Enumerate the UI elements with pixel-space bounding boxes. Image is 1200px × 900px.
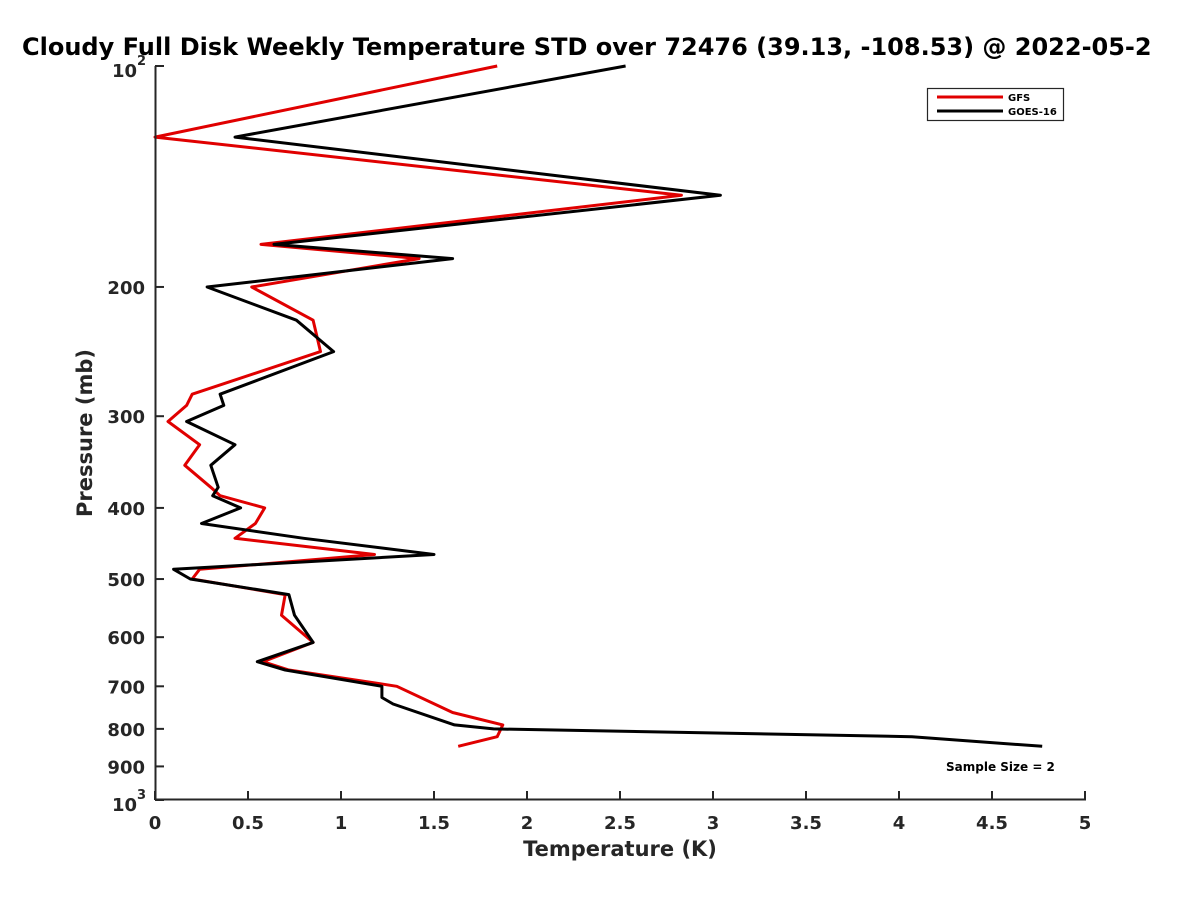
y-tick-label: 10 <box>112 795 137 816</box>
legend-entries: GFS GOES-16 <box>937 93 1057 118</box>
series-line-1 <box>172 64 1043 748</box>
y-axis-label: Pressure (mb) <box>73 349 97 517</box>
y-tick-label: 900 <box>107 757 145 778</box>
y-tick-label: 400 <box>107 499 145 520</box>
series-layer <box>153 64 1043 748</box>
y-tick-label: 600 <box>107 628 145 649</box>
x-tick-label: 5 <box>1079 813 1092 834</box>
legend-label-1: GOES-16 <box>1008 107 1057 118</box>
x-tick-label: 4 <box>893 813 906 834</box>
series-line-0 <box>153 64 683 748</box>
y-tick-label: 10 <box>112 61 137 82</box>
y-tick-exponent: 3 <box>137 788 146 803</box>
y-tick-label: 200 <box>107 278 145 299</box>
y-tick-label: 800 <box>107 720 145 741</box>
y-tick-label: 300 <box>107 407 145 428</box>
legend: GFS GOES-16 <box>926 87 1065 122</box>
x-ticks: 0 0.5 1 1.5 2 2.5 3 3.5 4 4.5 5 <box>149 791 1092 834</box>
x-tick-label: 1 <box>335 813 348 834</box>
axes <box>154 66 1086 801</box>
x-tick-label: 1.5 <box>418 813 450 834</box>
legend-label-0: GFS <box>1008 93 1030 104</box>
x-tick-label: 3.5 <box>790 813 822 834</box>
y-tick-label: 500 <box>107 570 145 591</box>
legend-box <box>926 87 1065 122</box>
x-tick-label: 2.5 <box>604 813 636 834</box>
x-tick-label: 2 <box>521 813 534 834</box>
x-tick-label: 0.5 <box>232 813 264 834</box>
x-tick-label: 3 <box>707 813 720 834</box>
chart-title: Cloudy Full Disk Weekly Temperature STD … <box>22 33 1152 61</box>
x-tick-label: 0 <box>149 813 162 834</box>
y-tick-exponent: 2 <box>137 54 146 69</box>
sample-size-note: Sample Size = 2 <box>946 760 1055 774</box>
y-tick-label: 700 <box>107 677 145 698</box>
x-axis-label: Temperature (K) <box>523 837 717 861</box>
x-tick-label: 4.5 <box>976 813 1008 834</box>
